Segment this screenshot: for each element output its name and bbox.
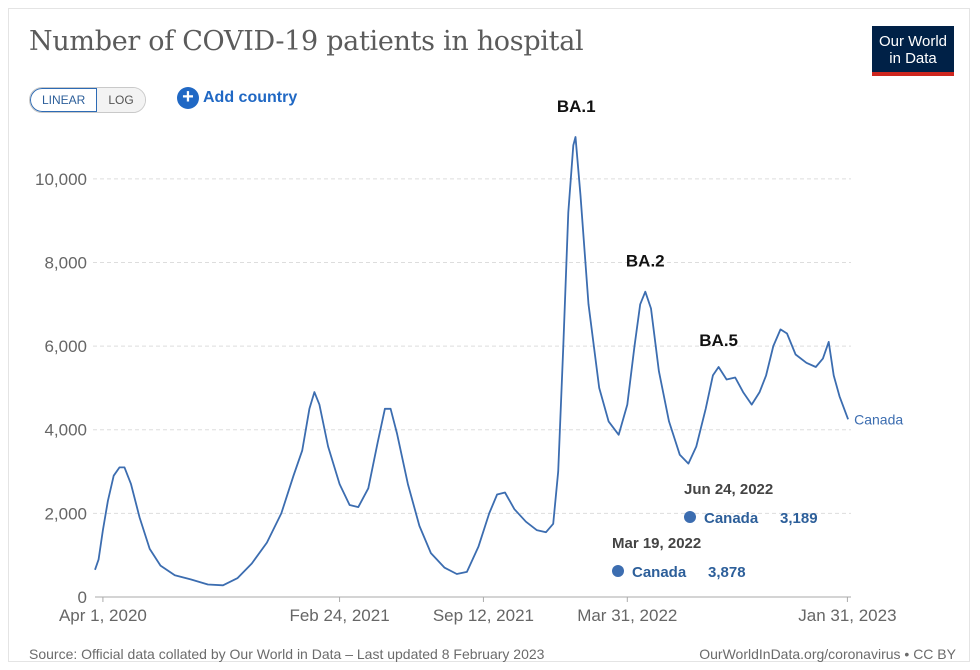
line-chart: 0 2,000 4,000 6,000 8,000 10,000 Apr 1, 2020 Fe…	[35, 97, 903, 625]
source-note: Source: Official data collated by Our Wo…	[29, 646, 545, 662]
tooltip-country: Canada	[632, 564, 687, 581]
y-tick-label: 4,000	[44, 421, 87, 440]
series-end-label: Canada	[854, 411, 903, 427]
y-tick-label: 2,000	[44, 504, 87, 523]
y-tick-label: 10,000	[35, 170, 87, 189]
tooltip-date: Jun 24, 2022	[684, 481, 773, 498]
x-tick-label: Sep 12, 2021	[433, 606, 534, 625]
chart-title: Number of COVID-19 patients in hospital	[29, 26, 584, 57]
log-scale-button[interactable]: LOG	[97, 88, 145, 112]
source-url[interactable]: OurWorldInData.org/coronavirus • CC BY	[699, 646, 956, 662]
plus-circle-icon: +	[177, 87, 199, 109]
scale-toggle: LINEAR LOG	[29, 87, 146, 113]
y-tick-label: 6,000	[44, 337, 87, 356]
variant-annotation: BA.2	[626, 252, 665, 271]
y-tick-label: 0	[78, 588, 87, 607]
owid-logo[interactable]: Our World in Data	[872, 26, 954, 76]
logo-line-1: Our World	[878, 33, 948, 50]
tooltip-marker	[684, 511, 696, 523]
x-tick-label: Apr 1, 2020	[59, 606, 147, 625]
x-tick-label: Mar 31, 2022	[577, 606, 677, 625]
add-country-button[interactable]: + Add country	[177, 87, 297, 109]
x-tick-label: Feb 24, 2021	[289, 606, 389, 625]
series-line-canada	[94, 136, 849, 587]
x-tick-label: Jan 31, 2023	[798, 606, 896, 625]
tooltip-value: 3,189	[780, 510, 818, 527]
add-country-label: Add country	[203, 89, 298, 106]
tooltip-value: 3,878	[708, 564, 746, 581]
chart-frame	[8, 8, 970, 662]
logo-line-2: in Data	[889, 50, 937, 67]
linear-scale-button[interactable]: LINEAR	[30, 88, 98, 112]
tooltip-date: Mar 19, 2022	[612, 535, 701, 552]
variant-annotation: BA.5	[699, 331, 738, 350]
variant-annotation: BA.1	[557, 97, 596, 116]
tooltip-marker	[612, 565, 624, 577]
tooltip-country: Canada	[704, 510, 759, 527]
y-tick-label: 8,000	[44, 253, 87, 272]
